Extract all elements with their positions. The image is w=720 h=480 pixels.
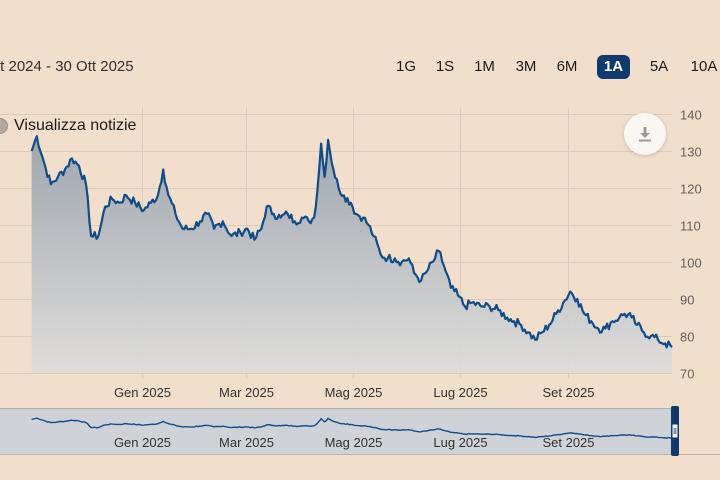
period-6m-button[interactable]: 6M bbox=[556, 58, 578, 75]
y-tick-label: 130 bbox=[680, 145, 702, 160]
y-tick-label: 70 bbox=[680, 367, 694, 382]
navigator-tick-label: Mar 2025 bbox=[219, 435, 274, 450]
news-toggle[interactable]: Visualizza notizie bbox=[0, 116, 136, 136]
period-10a-button[interactable]: 10A bbox=[690, 58, 718, 75]
y-tick-label: 80 bbox=[680, 330, 694, 345]
news-toggle-label: Visualizza notizie bbox=[14, 117, 137, 134]
period-1a-button[interactable]: 1A bbox=[597, 55, 630, 79]
navigator-tick-label: Lug 2025 bbox=[433, 435, 487, 450]
navigator-line bbox=[31, 417, 673, 439]
x-tick-label: Set 2025 bbox=[542, 385, 594, 400]
period-1g-button[interactable]: 1G bbox=[395, 58, 416, 75]
period-3m-button[interactable]: 3M bbox=[515, 58, 537, 75]
x-tick-label: Mar 2025 bbox=[219, 385, 274, 400]
x-tick-label: Lug 2025 bbox=[433, 385, 487, 400]
price-line bbox=[30, 135, 673, 349]
x-tick-label: Gen 2025 bbox=[114, 385, 171, 400]
y-tick-label: 90 bbox=[680, 293, 694, 308]
y-tick-label: 100 bbox=[680, 256, 702, 271]
date-range-label: tt 2024 - 30 Ott 2025 bbox=[0, 58, 134, 75]
y-tick-label: 140 bbox=[680, 108, 702, 123]
navigator-selection bbox=[0, 408, 675, 455]
navigator-handle-right[interactable] bbox=[671, 406, 679, 456]
navigator-tick-label: Gen 2025 bbox=[114, 435, 171, 450]
period-1m-button[interactable]: 1M bbox=[474, 58, 495, 75]
download-icon bbox=[639, 127, 651, 142]
price-area bbox=[31, 136, 673, 373]
download-button[interactable] bbox=[624, 113, 666, 155]
y-tick-label: 120 bbox=[680, 182, 702, 197]
period-1s-button[interactable]: 1S bbox=[435, 58, 455, 75]
period-5a-button[interactable]: 5A bbox=[649, 58, 669, 75]
x-tick-label: Mag 2025 bbox=[325, 385, 383, 400]
navigator-tick-label: Set 2025 bbox=[542, 435, 594, 450]
y-axis: 140 130 120 110 100 90 80 70 bbox=[680, 108, 702, 382]
navigator-tick-label: Mag 2025 bbox=[325, 435, 383, 450]
y-tick-label: 110 bbox=[680, 219, 701, 234]
news-toggle-radio[interactable] bbox=[0, 118, 8, 134]
